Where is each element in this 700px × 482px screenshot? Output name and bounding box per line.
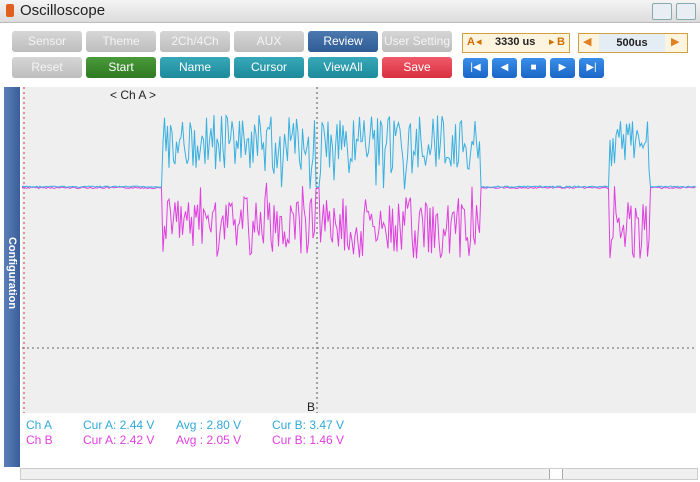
channel-label: < Ch A > — [110, 88, 156, 102]
time-up[interactable]: ▶ — [671, 36, 680, 48]
toolbar-button[interactable]: ViewAll — [308, 57, 378, 78]
media-button[interactable]: |◀ — [463, 58, 488, 78]
cursor-time-box: A ◂ 3330 us ▸ B — [462, 33, 570, 53]
toolbar-button[interactable]: 2Ch/4Ch — [160, 31, 230, 52]
readout-cur-a: Cur A: 2.44 V — [83, 418, 155, 432]
toolbar-button[interactable]: Theme — [86, 31, 156, 52]
media-button[interactable]: ■ — [521, 58, 546, 78]
time-div: 500us — [599, 34, 665, 52]
cursor-a-icon[interactable]: A — [467, 36, 475, 48]
media-button[interactable]: ◀ — [492, 58, 517, 78]
window-button[interactable] — [676, 3, 696, 20]
toolbar-button[interactable]: Reset — [12, 57, 82, 78]
cursor-b-icon[interactable]: B — [557, 36, 565, 48]
toolbar-button[interactable]: AUX — [234, 31, 304, 52]
time-down[interactable]: ◀ — [583, 36, 592, 48]
time-div-box: ◀ 500us ▶ — [578, 33, 688, 53]
toolbar-button[interactable]: Save — [382, 57, 452, 78]
toolbar-button[interactable]: Sensor — [12, 31, 82, 52]
media-button[interactable]: ▶ — [550, 58, 575, 78]
toolbar-button[interactable]: Name — [160, 57, 230, 78]
readout-avg: Avg : 2.05 V — [176, 433, 242, 447]
scrollbar[interactable] — [20, 468, 698, 480]
toolbar-button[interactable]: Cursor — [234, 57, 304, 78]
toolbar-button[interactable]: Start — [86, 57, 156, 78]
channel-b-trace — [22, 182, 696, 259]
readout-avg: Avg : 2.80 V — [176, 418, 242, 432]
readout-cur-b: Cur B: 3.47 V — [272, 418, 345, 432]
toolbar-button[interactable]: Review — [308, 31, 378, 52]
title-bar: Oscilloscope — [0, 0, 700, 23]
side-tab-label: Configuration — [6, 236, 18, 310]
cursor-time: 3330 us — [495, 36, 536, 48]
readout-cur-a: Cur A: 2.42 V — [83, 433, 155, 447]
window-title: Oscilloscope — [20, 2, 106, 19]
readout-channel: Ch A — [26, 418, 53, 432]
toolbar-button[interactable]: User Setting — [382, 31, 452, 52]
channel-a-trace — [22, 114, 696, 190]
readout-cur-b: Cur B: 1.46 V — [272, 433, 345, 447]
side-tab[interactable]: Configuration — [4, 87, 20, 467]
scope-plot: < Ch A > B — [22, 87, 696, 413]
readout-channel: Ch B — [26, 433, 53, 447]
scroll-thumb[interactable] — [549, 469, 563, 479]
media-button[interactable]: ▶| — [579, 58, 604, 78]
window-button[interactable] — [652, 3, 672, 20]
cursor-marker: B — [307, 400, 315, 413]
app-icon — [6, 4, 14, 17]
